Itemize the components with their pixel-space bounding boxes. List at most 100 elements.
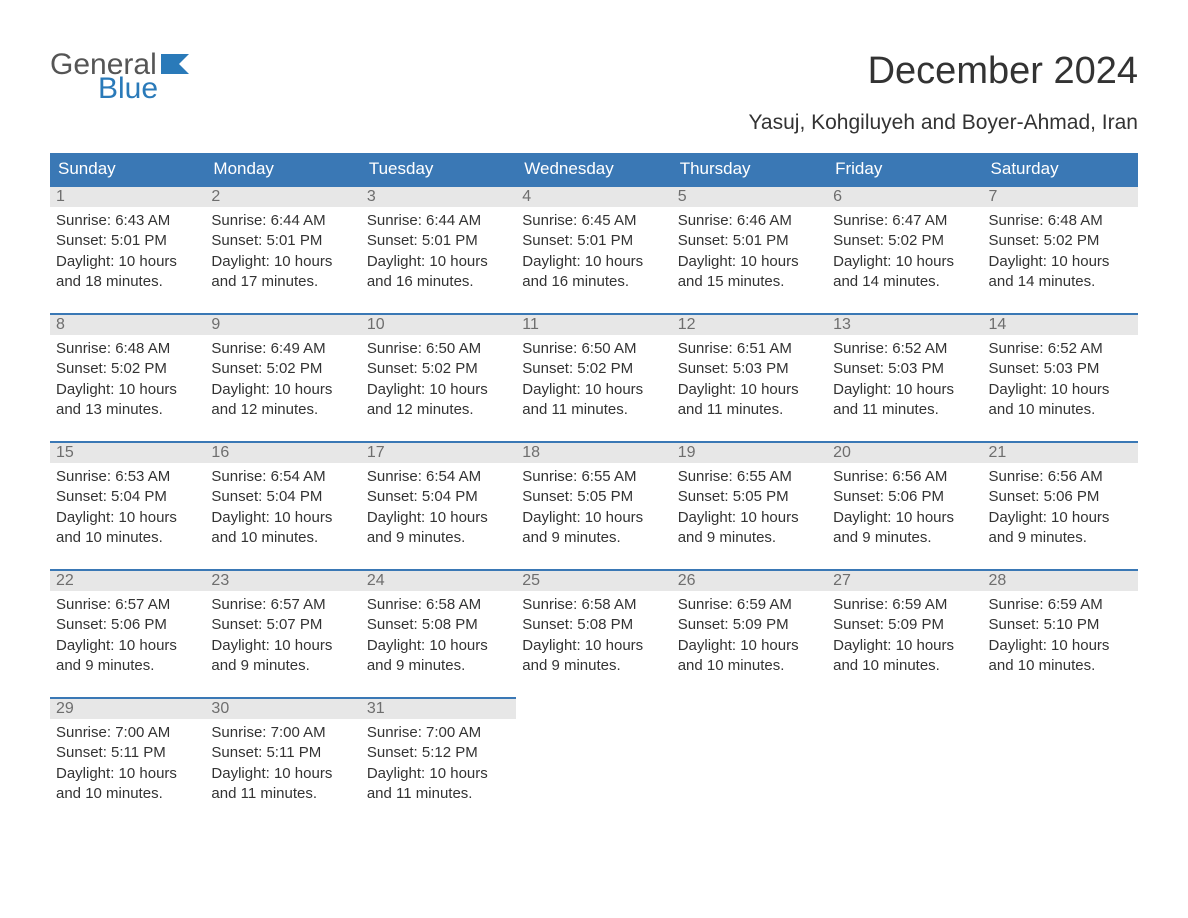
logo: General Blue	[50, 50, 189, 104]
calendar-cell: 5Sunrise: 6:46 AMSunset: 5:01 PMDaylight…	[672, 185, 827, 313]
day-line-day2: and 9 minutes.	[211, 656, 354, 676]
day-line-sunrise: Sunrise: 6:50 AM	[522, 339, 665, 359]
day-line-day2: and 11 minutes.	[833, 400, 976, 420]
day-line-day2: and 18 minutes.	[56, 272, 199, 292]
day-number: 25	[516, 569, 671, 591]
day-number: 16	[205, 441, 360, 463]
day-line-sunset: Sunset: 5:02 PM	[989, 231, 1132, 251]
day-header: Wednesday	[516, 153, 671, 185]
day-line-day2: and 9 minutes.	[833, 528, 976, 548]
day-line-day1: Daylight: 10 hours	[211, 636, 354, 656]
calendar-cell: 31Sunrise: 7:00 AMSunset: 5:12 PMDayligh…	[361, 697, 516, 825]
day-line-sunset: Sunset: 5:12 PM	[367, 743, 510, 763]
day-number: 27	[827, 569, 982, 591]
day-line-sunset: Sunset: 5:02 PM	[833, 231, 976, 251]
calendar-cell: 14Sunrise: 6:52 AMSunset: 5:03 PMDayligh…	[983, 313, 1138, 441]
day-line-sunrise: Sunrise: 6:59 AM	[833, 595, 976, 615]
day-line-sunrise: Sunrise: 7:00 AM	[367, 723, 510, 743]
day-line-sunrise: Sunrise: 6:45 AM	[522, 211, 665, 231]
day-line-sunset: Sunset: 5:04 PM	[56, 487, 199, 507]
day-line-sunset: Sunset: 5:04 PM	[367, 487, 510, 507]
day-line-sunset: Sunset: 5:02 PM	[367, 359, 510, 379]
day-line-day2: and 9 minutes.	[367, 656, 510, 676]
calendar-week: 22Sunrise: 6:57 AMSunset: 5:06 PMDayligh…	[50, 569, 1138, 697]
day-line-day1: Daylight: 10 hours	[56, 764, 199, 784]
day-number: 8	[50, 313, 205, 335]
day-line-sunrise: Sunrise: 6:46 AM	[678, 211, 821, 231]
day-line-sunset: Sunset: 5:07 PM	[211, 615, 354, 635]
day-line-day2: and 17 minutes.	[211, 272, 354, 292]
day-line-sunrise: Sunrise: 6:44 AM	[367, 211, 510, 231]
day-line-day1: Daylight: 10 hours	[522, 508, 665, 528]
day-line-day2: and 10 minutes.	[678, 656, 821, 676]
calendar-week: 15Sunrise: 6:53 AMSunset: 5:04 PMDayligh…	[50, 441, 1138, 569]
day-line-sunrise: Sunrise: 6:54 AM	[367, 467, 510, 487]
day-line-day2: and 10 minutes.	[56, 528, 199, 548]
day-body: Sunrise: 6:58 AMSunset: 5:08 PMDaylight:…	[361, 591, 516, 682]
calendar-cell: 27Sunrise: 6:59 AMSunset: 5:09 PMDayligh…	[827, 569, 982, 697]
calendar-cell: 22Sunrise: 6:57 AMSunset: 5:06 PMDayligh…	[50, 569, 205, 697]
day-line-day2: and 15 minutes.	[678, 272, 821, 292]
day-header: Saturday	[983, 153, 1138, 185]
calendar-cell	[516, 697, 671, 825]
day-header: Friday	[827, 153, 982, 185]
day-line-sunset: Sunset: 5:01 PM	[522, 231, 665, 251]
calendar-header: SundayMondayTuesdayWednesdayThursdayFrid…	[50, 153, 1138, 185]
day-body: Sunrise: 6:47 AMSunset: 5:02 PMDaylight:…	[827, 207, 982, 298]
day-number: 13	[827, 313, 982, 335]
day-line-sunset: Sunset: 5:01 PM	[367, 231, 510, 251]
day-line-day1: Daylight: 10 hours	[367, 508, 510, 528]
day-body: Sunrise: 6:54 AMSunset: 5:04 PMDaylight:…	[361, 463, 516, 554]
day-body: Sunrise: 6:54 AMSunset: 5:04 PMDaylight:…	[205, 463, 360, 554]
day-line-day1: Daylight: 10 hours	[522, 380, 665, 400]
day-line-sunset: Sunset: 5:01 PM	[678, 231, 821, 251]
day-body: Sunrise: 6:59 AMSunset: 5:09 PMDaylight:…	[827, 591, 982, 682]
day-line-day1: Daylight: 10 hours	[367, 764, 510, 784]
day-line-sunset: Sunset: 5:02 PM	[211, 359, 354, 379]
day-number: 23	[205, 569, 360, 591]
day-body: Sunrise: 7:00 AMSunset: 5:11 PMDaylight:…	[205, 719, 360, 810]
header-row: General Blue December 2024 Yasuj, Kohgil…	[50, 50, 1138, 145]
day-line-day1: Daylight: 10 hours	[833, 508, 976, 528]
day-line-sunset: Sunset: 5:10 PM	[989, 615, 1132, 635]
day-body: Sunrise: 6:43 AMSunset: 5:01 PMDaylight:…	[50, 207, 205, 298]
day-line-sunset: Sunset: 5:06 PM	[833, 487, 976, 507]
day-line-sunset: Sunset: 5:08 PM	[522, 615, 665, 635]
calendar-cell: 10Sunrise: 6:50 AMSunset: 5:02 PMDayligh…	[361, 313, 516, 441]
day-line-day2: and 16 minutes.	[522, 272, 665, 292]
day-number: 9	[205, 313, 360, 335]
day-line-day1: Daylight: 10 hours	[56, 508, 199, 528]
day-line-day2: and 11 minutes.	[678, 400, 821, 420]
day-line-sunset: Sunset: 5:03 PM	[989, 359, 1132, 379]
day-line-day1: Daylight: 10 hours	[989, 380, 1132, 400]
day-number: 7	[983, 185, 1138, 207]
day-line-sunrise: Sunrise: 6:52 AM	[833, 339, 976, 359]
day-line-sunset: Sunset: 5:09 PM	[678, 615, 821, 635]
day-line-sunrise: Sunrise: 7:00 AM	[56, 723, 199, 743]
day-body: Sunrise: 6:55 AMSunset: 5:05 PMDaylight:…	[672, 463, 827, 554]
day-number: 22	[50, 569, 205, 591]
day-line-day2: and 11 minutes.	[367, 784, 510, 804]
day-number: 20	[827, 441, 982, 463]
day-line-day1: Daylight: 10 hours	[989, 508, 1132, 528]
day-body: Sunrise: 6:56 AMSunset: 5:06 PMDaylight:…	[983, 463, 1138, 554]
calendar-cell: 23Sunrise: 6:57 AMSunset: 5:07 PMDayligh…	[205, 569, 360, 697]
day-body: Sunrise: 7:00 AMSunset: 5:11 PMDaylight:…	[50, 719, 205, 810]
calendar-cell: 8Sunrise: 6:48 AMSunset: 5:02 PMDaylight…	[50, 313, 205, 441]
calendar-cell	[827, 697, 982, 825]
calendar-cell: 7Sunrise: 6:48 AMSunset: 5:02 PMDaylight…	[983, 185, 1138, 313]
day-number: 21	[983, 441, 1138, 463]
day-body: Sunrise: 6:45 AMSunset: 5:01 PMDaylight:…	[516, 207, 671, 298]
day-line-sunset: Sunset: 5:05 PM	[522, 487, 665, 507]
day-line-sunrise: Sunrise: 6:48 AM	[56, 339, 199, 359]
day-number: 26	[672, 569, 827, 591]
day-body: Sunrise: 6:57 AMSunset: 5:07 PMDaylight:…	[205, 591, 360, 682]
location-text: Yasuj, Kohgiluyeh and Boyer-Ahmad, Iran	[748, 111, 1138, 135]
day-line-sunrise: Sunrise: 6:49 AM	[211, 339, 354, 359]
day-number: 12	[672, 313, 827, 335]
day-body: Sunrise: 6:59 AMSunset: 5:10 PMDaylight:…	[983, 591, 1138, 682]
day-line-day1: Daylight: 10 hours	[678, 508, 821, 528]
day-number: 17	[361, 441, 516, 463]
day-line-sunrise: Sunrise: 6:59 AM	[989, 595, 1132, 615]
day-line-sunset: Sunset: 5:04 PM	[211, 487, 354, 507]
